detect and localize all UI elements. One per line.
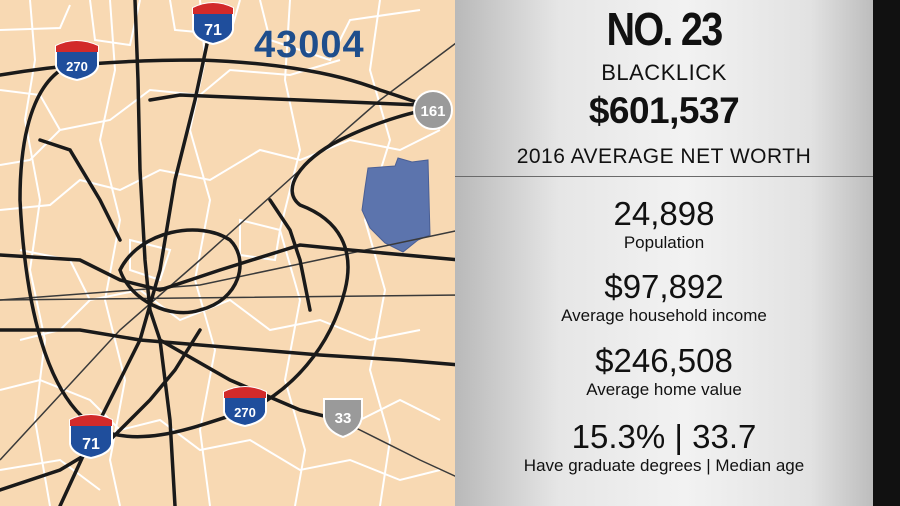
population-value: 24,898	[613, 195, 715, 232]
shield-label: 270	[234, 405, 256, 420]
shield-label: 71	[204, 22, 222, 39]
home-value-label: Average home value	[586, 380, 742, 399]
info-panel: NO. 23 BLACKLICK $601,537 2016 AVERAGE N…	[455, 0, 873, 506]
right-edge	[873, 0, 900, 506]
interstate-270-shield-nw: 270	[55, 40, 99, 82]
household-income-label: Average household income	[561, 306, 767, 325]
state-route-161-shield: 161	[413, 90, 453, 130]
household-income-value: $97,892	[604, 268, 724, 305]
shield-label: 270	[66, 59, 88, 74]
interstate-71-shield-top: 71	[192, 2, 234, 46]
rank: NO. 23	[606, 3, 723, 55]
divider	[455, 176, 873, 177]
graduate-age-label: Have graduate degrees | Median age	[523, 456, 805, 475]
us-route-33-shield: 33	[323, 398, 363, 439]
home-value-value: $246,508	[595, 342, 733, 379]
net-worth-label: 2016 AVERAGE NET WORTH	[516, 145, 812, 168]
graduate-age-value: 15.3% | 33.7	[571, 418, 757, 455]
highlighted-zip-area	[361, 157, 431, 253]
net-worth-value: $601,537	[588, 90, 740, 131]
city-name: BLACKLICK	[601, 60, 727, 85]
shield-label: 161	[420, 103, 445, 120]
interstate-71-shield-bottom: 71	[69, 414, 113, 460]
shield-label: 33	[335, 410, 352, 427]
interstate-270-shield-se: 270	[223, 386, 267, 428]
zip-code-label: 43004	[254, 24, 365, 66]
shield-label: 71	[82, 436, 100, 453]
population-label: Population	[623, 233, 705, 252]
